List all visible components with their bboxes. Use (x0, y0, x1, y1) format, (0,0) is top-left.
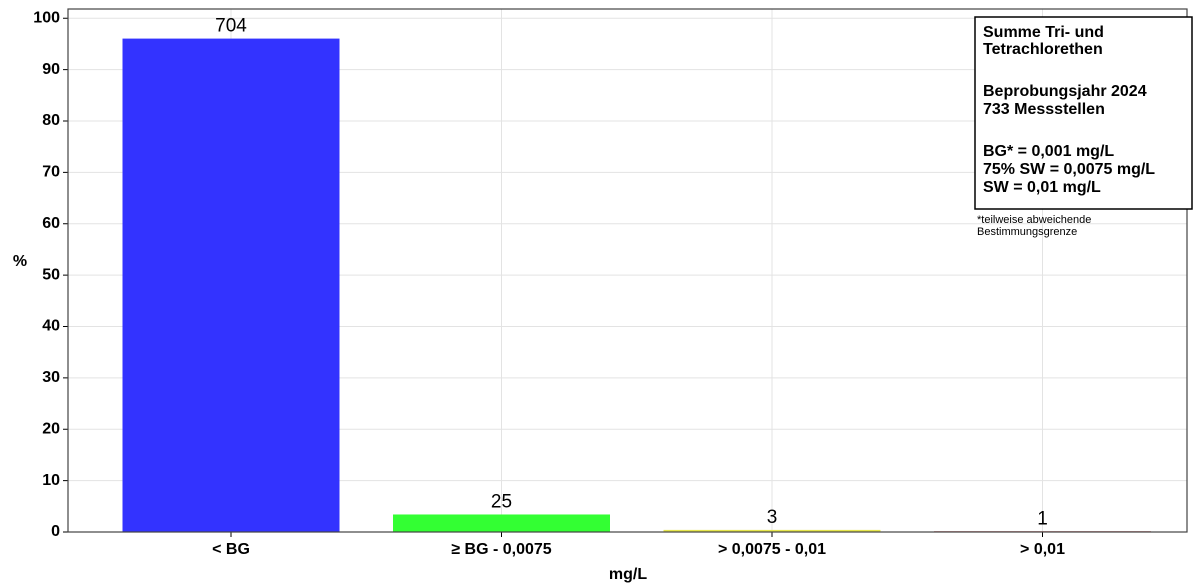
footnote: *teilweise abweichende (977, 214, 1091, 226)
x-tick-label: < BG (212, 541, 250, 558)
y-tick-label: 60 (42, 215, 60, 232)
x-tick-label: > 0,0075 - 0,01 (718, 541, 826, 558)
data-label: 704 (215, 16, 247, 37)
annotation-text: BG* = 0,001 mg/L (983, 143, 1114, 160)
data-label: 3 (767, 507, 778, 528)
annotation-text: Tetrachlorethen (983, 41, 1103, 58)
y-tick-label: 0 (51, 523, 60, 540)
y-tick-label: 40 (42, 318, 60, 335)
y-tick-label: 50 (42, 266, 60, 283)
annotation-text: 733 Messstellen (983, 101, 1105, 118)
y-axis-label: % (13, 253, 27, 270)
y-tick-label: 70 (42, 164, 60, 181)
x-axis-label: mg/L (609, 566, 647, 583)
x-tick-label: ≥ BG - 0,0075 (451, 541, 551, 558)
annotation-text: SW = 0,01 mg/L (983, 179, 1101, 196)
data-label: 25 (491, 491, 512, 512)
plot-frame (67, 8, 1188, 533)
y-tick-label: 30 (42, 369, 60, 386)
annotation-box (974, 16, 1193, 210)
annotation-text: Beprobungsjahr 2024 (983, 83, 1147, 100)
bar (122, 38, 340, 533)
annotation-text: 75% SW = 0,0075 mg/L (983, 161, 1155, 178)
y-tick-label: 100 (33, 9, 60, 26)
y-tick-label: 80 (42, 112, 60, 129)
y-tick-label: 10 (42, 472, 60, 489)
footnote: Bestimmungsgrenze (977, 226, 1077, 238)
bar (393, 514, 610, 532)
annotation-text: Summe Tri- und (983, 24, 1104, 41)
x-tick-label: > 0,01 (1020, 541, 1065, 558)
bar (663, 529, 881, 532)
data-label: 1 (1037, 508, 1048, 529)
y-tick-label: 90 (42, 61, 60, 78)
y-tick-label: 20 (42, 420, 60, 437)
